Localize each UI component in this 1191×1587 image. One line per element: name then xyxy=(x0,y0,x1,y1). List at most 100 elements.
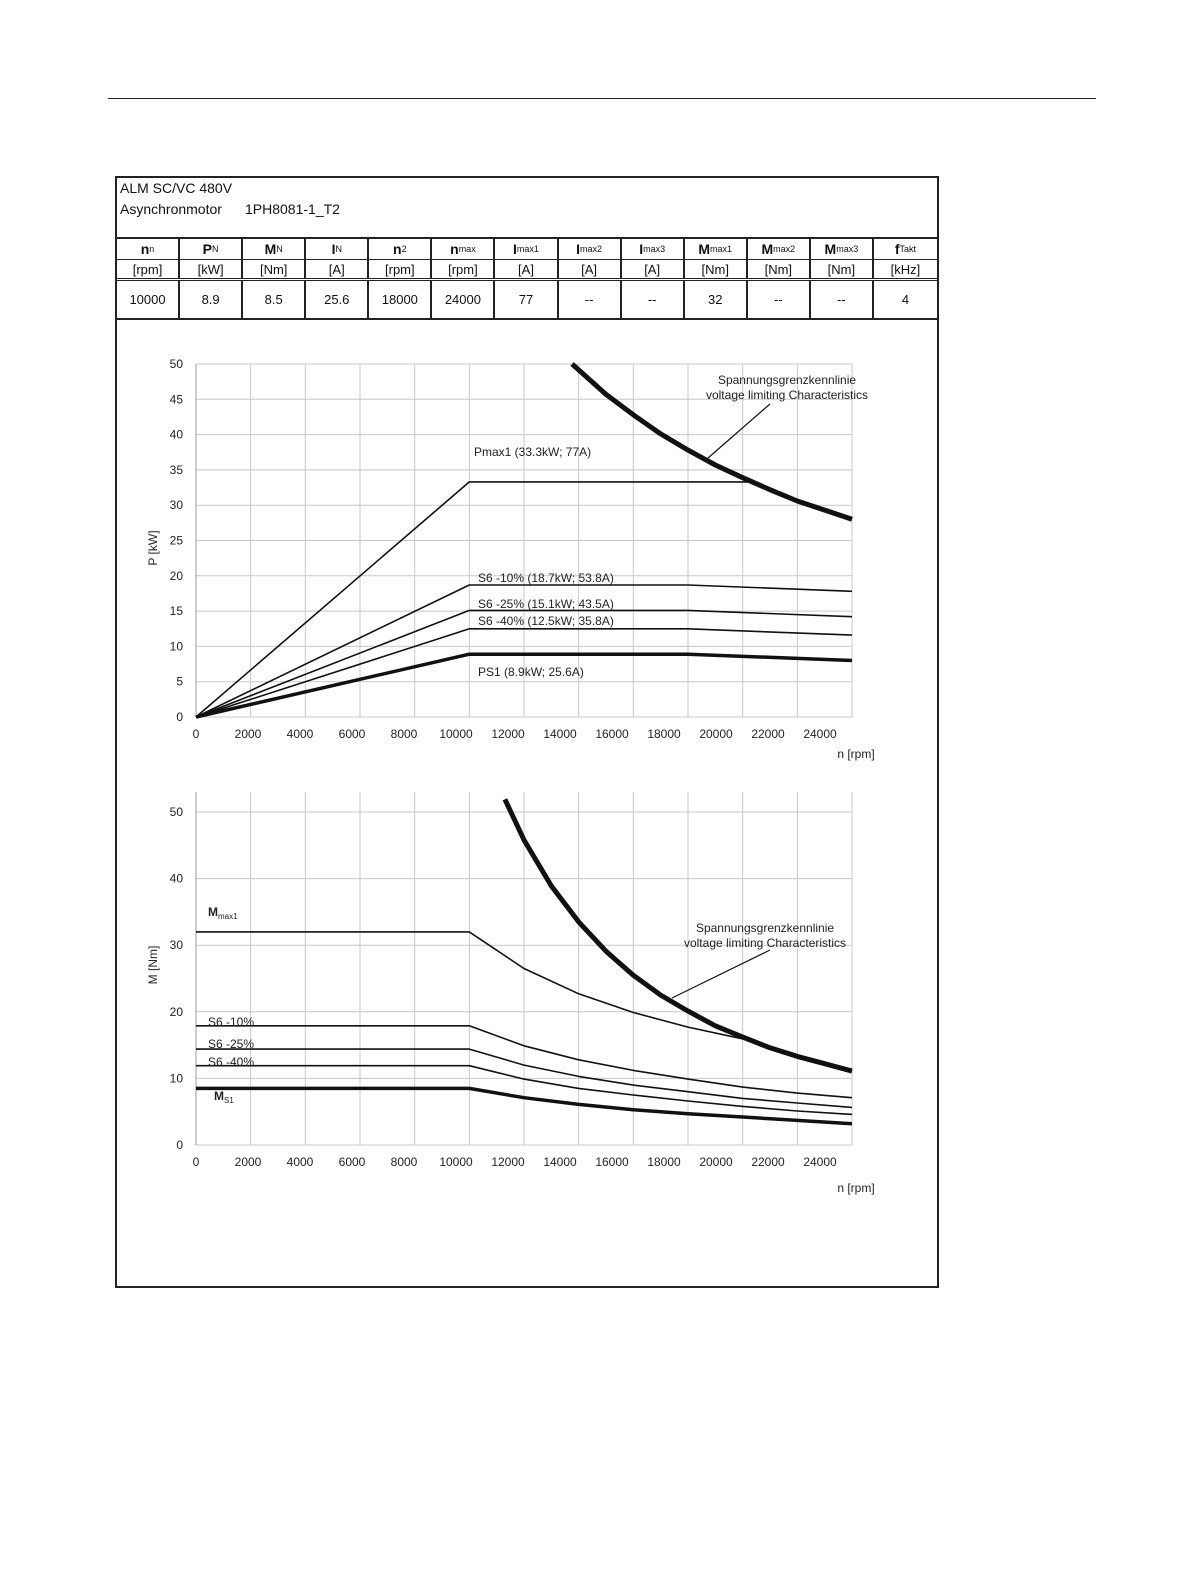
column-value: -- xyxy=(559,281,622,318)
x-axis-label: n [rpm] xyxy=(837,747,874,761)
symbol-subscript: n xyxy=(149,244,155,254)
y-tick-label: 25 xyxy=(170,534,184,548)
column-unit: [rpm] xyxy=(369,260,433,278)
y-tick-label: 40 xyxy=(170,872,184,886)
x-tick-label: 4000 xyxy=(287,727,314,741)
x-tick-label: 0 xyxy=(193,1155,200,1169)
symbol-subscript: N xyxy=(212,244,219,254)
x-tick-label: 6000 xyxy=(339,727,366,741)
series-label: MS1 xyxy=(214,1089,234,1105)
series-label: S6 -10% (18.7kW; 53.8A) xyxy=(478,571,614,585)
symbol: M xyxy=(824,241,837,257)
symbol-subscript: max3 xyxy=(836,244,859,254)
symbol-subscript: max xyxy=(458,244,476,254)
y-tick-label: 50 xyxy=(170,805,184,819)
column-value: 25.6 xyxy=(306,281,370,318)
series-line-3 xyxy=(195,628,853,718)
motor-type: Asynchronmotor xyxy=(120,201,222,217)
y-axis-label: P [kW] xyxy=(146,530,160,565)
y-tick-label: 30 xyxy=(170,938,184,952)
symbol: I xyxy=(513,241,517,257)
column-unit: [Nm] xyxy=(748,260,811,278)
annotation-line-1: Spannungsgrenzkennlinie xyxy=(718,373,856,387)
column-value: -- xyxy=(748,281,811,318)
series-line-4 xyxy=(195,652,853,719)
series-label: PS1 (8.9kW; 25.6A) xyxy=(478,665,584,679)
x-tick-label: 12000 xyxy=(491,727,525,741)
column-unit: [A] xyxy=(559,260,622,278)
x-tick-label: 2000 xyxy=(235,727,262,741)
y-tick-label: 15 xyxy=(170,604,184,618)
symbol-subscript: N xyxy=(276,244,283,254)
column-value: 77 xyxy=(495,281,559,318)
series-label-main: M xyxy=(208,905,218,919)
series-line-2 xyxy=(196,1048,853,1109)
table-value-row: 10000 8.9 8.5 25.6 18000 24000 77 -- -- 32 -- -- 4 xyxy=(117,281,937,318)
symbol: f xyxy=(894,241,900,257)
column-value: 8.9 xyxy=(180,281,244,318)
series-label: S6 -40% xyxy=(208,1055,254,1069)
column-value: 32 xyxy=(685,281,748,318)
series-label-sub: S1 xyxy=(224,1096,234,1105)
symbol: M xyxy=(761,241,774,257)
x-tick-label: 8000 xyxy=(391,727,418,741)
column-unit: [rpm] xyxy=(117,260,181,278)
x-tick-label: 6000 xyxy=(339,1155,366,1169)
symbol-subscript: max2 xyxy=(580,244,603,254)
symbol-subscript: max1 xyxy=(516,244,539,254)
x-tick-label: 22000 xyxy=(751,1155,785,1169)
annotation-leader-line xyxy=(707,403,771,459)
x-tick-label: 16000 xyxy=(595,1155,629,1169)
series-label: S6 -25% xyxy=(208,1037,254,1051)
symbol-subscript: max2 xyxy=(773,244,796,254)
y-tick-label: 0 xyxy=(176,1138,183,1152)
symbol: n xyxy=(393,241,402,257)
x-tick-label: 14000 xyxy=(543,1155,577,1169)
y-tick-label: 35 xyxy=(170,463,184,477)
x-tick-label: 20000 xyxy=(699,1155,733,1169)
symbol: I xyxy=(576,241,580,257)
motor-datasheet-frame: ALM SC/VC 480V Asynchronmotor 1PH8081-1_… xyxy=(115,176,939,1288)
annotation-line-2: voltage limiting Characteristics xyxy=(706,388,868,402)
column-value: -- xyxy=(622,281,685,318)
annotation-line-1: Spannungsgrenzkennlinie xyxy=(696,921,834,935)
column-unit: [Nm] xyxy=(685,260,748,278)
series-line-2 xyxy=(195,609,853,718)
series-line-1 xyxy=(196,1025,853,1099)
supply-title: ALM SC/VC 480V xyxy=(120,180,233,196)
symbol: n xyxy=(450,241,459,257)
motor-model: 1PH8081-1_T2 xyxy=(245,201,340,217)
y-tick-label: 20 xyxy=(170,569,184,583)
column-value: 8.5 xyxy=(243,281,307,318)
x-tick-label: 0 xyxy=(193,727,200,741)
x-tick-label: 12000 xyxy=(491,1155,525,1169)
x-tick-label: 10000 xyxy=(439,1155,473,1169)
column-unit: [A] xyxy=(495,260,559,278)
column-value: 4 xyxy=(901,292,910,307)
column-value: 18000 xyxy=(369,281,433,318)
y-tick-label: 40 xyxy=(170,428,184,442)
symbol-subscript: Takt xyxy=(899,244,917,254)
column-symbol: f Takt xyxy=(874,239,937,259)
column-unit: [Nm] xyxy=(811,260,874,278)
x-tick-label: 24000 xyxy=(803,727,837,741)
series-line-1 xyxy=(195,584,853,718)
series-line-4 xyxy=(196,1086,853,1126)
series-label: Mmax1 xyxy=(208,905,238,921)
column-unit: [A] xyxy=(622,260,685,278)
series-label: S6 -25% (15.1kW; 43.5A) xyxy=(478,597,614,611)
symbol: I xyxy=(331,241,336,257)
column-unit: [rpm] xyxy=(432,260,496,278)
x-axis-label: n [rpm] xyxy=(837,1181,874,1195)
symbol: M xyxy=(264,241,277,257)
